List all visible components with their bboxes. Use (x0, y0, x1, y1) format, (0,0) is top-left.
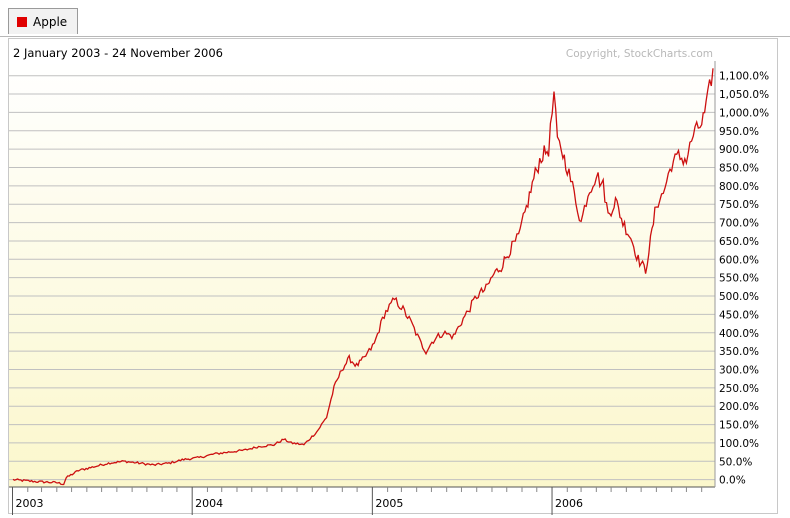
series-line-apple (12, 68, 714, 486)
y-tick-label: 150.0% (719, 420, 759, 432)
y-tick-label: 1,000.0% (719, 107, 769, 119)
y-tick-label: 750.0% (719, 199, 759, 211)
y-tick-label: 800.0% (719, 181, 759, 193)
legend-label: Apple (33, 14, 68, 29)
y-tick-label: 950.0% (719, 126, 759, 138)
y-tick-label: 200.0% (719, 401, 759, 413)
x-axis: 2003 2004 2005 2006 (9, 486, 715, 515)
legend-swatch (17, 16, 27, 27)
y-tick-label: 850.0% (719, 163, 759, 175)
legend-tabbar: Apple (0, 0, 790, 37)
plot-background (9, 61, 715, 487)
y-tick-label: 350.0% (719, 346, 759, 358)
y-tick-label: 600.0% (719, 254, 759, 266)
copyright-notice: Copyright, StockCharts.com (566, 48, 713, 60)
x-tick-label: 2005 (375, 497, 403, 510)
y-tick-label: 100.0% (719, 438, 759, 450)
y-tick-label: 900.0% (719, 144, 759, 156)
x-tick-label: 2004 (195, 497, 223, 510)
chart-frame: 2003 2004 2005 2006 0.0% 50.0% 100.0% 150.0% 20… (8, 38, 778, 515)
x-tick-label: 2006 (555, 497, 583, 510)
y-tick-label: 700.0% (719, 218, 759, 230)
y-tick-label: 400.0% (719, 328, 759, 340)
y-tick-label: 500.0% (719, 291, 759, 303)
y-tick-label: 0.0% (719, 475, 746, 487)
legend-tab-apple[interactable]: Apple (8, 8, 78, 34)
x-tick-label: 2003 (16, 497, 44, 510)
y-tick-label: 650.0% (719, 236, 759, 248)
price-chart: 2003 2004 2005 2006 0.0% 50.0% 100.0% 150.0% 20… (9, 46, 769, 515)
y-tick-label: 1,050.0% (719, 89, 769, 101)
y-tick-label: 1,100.0% (719, 71, 769, 83)
y-axis: 0.0% 50.0% 100.0% 150.0% 200.0% 250.0% 300.0% 3… (714, 61, 769, 487)
date-range: 2 January 2003 - 24 November 2006 (13, 46, 223, 60)
y-tick-label: 300.0% (719, 364, 759, 376)
gridlines (9, 75, 715, 481)
y-tick-label: 250.0% (719, 383, 759, 395)
y-tick-label: 550.0% (719, 273, 759, 285)
y-tick-label: 450.0% (719, 309, 759, 321)
y-tick-label: 50.0% (719, 456, 752, 468)
